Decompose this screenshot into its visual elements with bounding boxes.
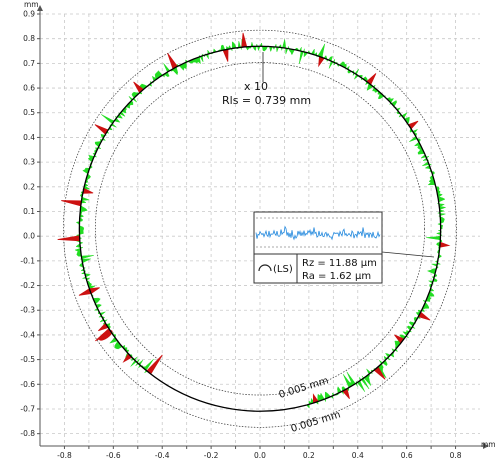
y-tick-label: 0.7 xyxy=(23,59,35,68)
band-inner xyxy=(95,62,425,396)
axes xyxy=(37,5,489,449)
y-tick-label: 0.8 xyxy=(23,34,35,43)
y-tick-label: 0.2 xyxy=(23,182,35,191)
y-tick-label: -0.6 xyxy=(20,380,35,389)
x-tick-label: -0.6 xyxy=(106,451,121,460)
ra-label: Ra = 1.62 µm xyxy=(302,271,371,282)
x-axis-arrow xyxy=(483,443,489,449)
y-tick-label: 0.5 xyxy=(23,108,35,117)
tolerance-band xyxy=(63,29,457,428)
magnification-label: x 10 xyxy=(244,80,268,93)
y-tick-label: 0.0 xyxy=(23,232,35,241)
y-tick-label: -0.8 xyxy=(20,429,35,438)
band-outer xyxy=(63,29,457,428)
tick-labels: -0.8 -0.6 -0.4 -0.2 0.0 0.2 0.4 0.6 0.8 -0.8 -0.7 -… xyxy=(20,10,461,461)
y-tick-label: 0.9 xyxy=(23,10,35,19)
rz-label: Rz = 11.88 µm xyxy=(302,258,377,269)
rls-label: Rls = 0.739 mm xyxy=(222,94,311,107)
x-tick-label: 0.8 xyxy=(450,451,462,460)
inset-frame xyxy=(253,211,383,284)
y-tick-label: 0.1 xyxy=(23,207,35,216)
y-tick-label: -0.3 xyxy=(20,306,35,315)
inset-roughness-signal xyxy=(255,225,381,241)
y-tick-label: -0.2 xyxy=(20,281,35,290)
y-tick-label: -0.4 xyxy=(20,330,35,339)
x-tick-label: 0.6 xyxy=(401,451,413,460)
ls-circle-arc xyxy=(78,45,442,406)
y-tick-label: 0.3 xyxy=(23,158,35,167)
x-tick-label: -0.2 xyxy=(204,451,219,460)
filter-label: (LS) xyxy=(273,264,293,275)
x-tick-label: -0.4 xyxy=(155,451,170,460)
x-unit-label: mm xyxy=(481,440,496,449)
ls-circle-icon xyxy=(258,264,272,272)
profile-peak xyxy=(98,330,113,341)
y-tick-label: 0.6 xyxy=(23,84,35,93)
least-squares-circle xyxy=(78,45,442,412)
x-tick-label: 0.2 xyxy=(303,451,315,460)
y-unit-label: mm xyxy=(24,0,39,9)
ls-circle-arc-bottom xyxy=(148,372,307,412)
y-axis-arrow xyxy=(37,5,43,11)
inset-leader-line xyxy=(381,251,435,258)
y-tick-label: -0.7 xyxy=(20,404,35,413)
y-tick-label: 0.4 xyxy=(23,133,35,142)
y-tick-label: -0.5 xyxy=(20,355,35,364)
inset-panel: (LS) Rz = 11.88 µm Ra = 1.62 µm xyxy=(253,211,435,284)
x-tick-label: 0.0 xyxy=(254,451,266,460)
x-tick-label: 0.4 xyxy=(352,451,364,460)
x-tick-label: -0.8 xyxy=(57,451,72,460)
y-tick-label: -0.1 xyxy=(20,256,35,265)
